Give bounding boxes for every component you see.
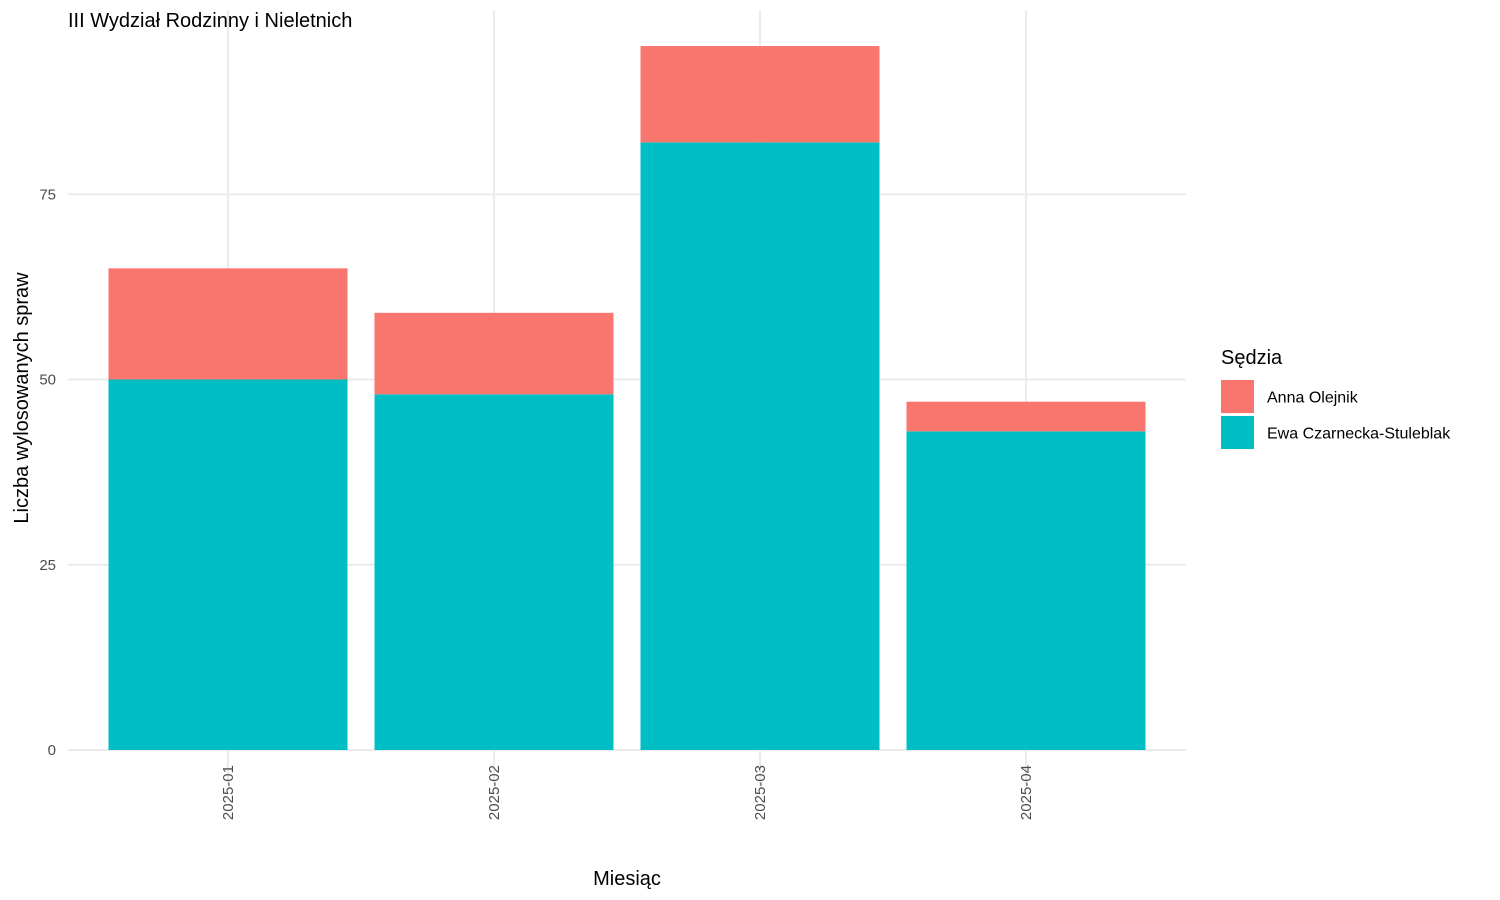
legend-key xyxy=(1221,416,1254,449)
y-tick-label: 75 xyxy=(39,186,56,203)
legend-key xyxy=(1221,380,1254,413)
x-axis-ticks: 2025-01 2025-02 2025-03 2025-04 xyxy=(220,765,1035,820)
bar-segment xyxy=(374,312,614,395)
bar-segment xyxy=(374,394,614,750)
bar-segment xyxy=(640,46,880,143)
x-tick-label: 2025-01 xyxy=(220,765,237,820)
legend: Sędzia Anna Olejnik Ewa Czarnecka-Stulebl… xyxy=(1221,347,1451,449)
legend-label: Ewa Czarnecka-Stuleblak xyxy=(1267,426,1451,443)
bars xyxy=(108,46,1146,750)
x-axis-title: Miesiąc xyxy=(593,868,661,890)
chart-title: III Wydział Rodzinny i Nieletnich xyxy=(68,10,352,32)
bar-segment xyxy=(108,379,348,750)
x-tick-label: 2025-02 xyxy=(486,765,503,820)
y-tick-label: 50 xyxy=(39,372,56,389)
bar-segment xyxy=(906,431,1146,750)
y-axis-ticks: 0 25 50 75 xyxy=(39,186,56,759)
y-tick-label: 0 xyxy=(48,742,56,759)
legend-title: Sędzia xyxy=(1221,347,1283,369)
x-tick-label: 2025-04 xyxy=(1018,765,1035,820)
x-tick-label: 2025-03 xyxy=(752,765,769,820)
legend-label: Anna Olejnik xyxy=(1267,390,1359,407)
legend-items: Anna Olejnik Ewa Czarnecka-Stuleblak xyxy=(1221,380,1451,449)
y-tick-label: 25 xyxy=(39,557,56,574)
bar-segment xyxy=(906,401,1146,432)
y-axis-title: Liczba wylosowanych spraw xyxy=(11,272,33,524)
bar-segment xyxy=(108,268,348,380)
bar-segment xyxy=(640,142,880,750)
